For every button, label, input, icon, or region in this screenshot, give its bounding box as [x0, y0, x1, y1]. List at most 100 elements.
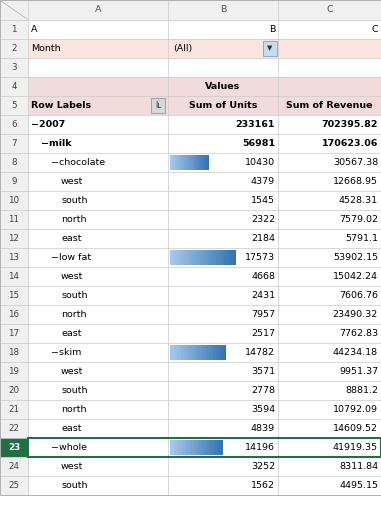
- Bar: [199, 440, 201, 455]
- Bar: [151, 98, 165, 113]
- Bar: [28, 286, 168, 305]
- Text: 17573: 17573: [245, 253, 275, 262]
- Bar: [224, 345, 226, 360]
- Bar: [215, 440, 217, 455]
- Bar: [171, 440, 173, 455]
- Text: 10: 10: [8, 196, 19, 205]
- Bar: [204, 155, 205, 170]
- Bar: [219, 250, 221, 265]
- Text: 23490.32: 23490.32: [333, 310, 378, 319]
- Bar: [0, 115, 28, 134]
- Text: 15: 15: [8, 291, 19, 300]
- Bar: [168, 39, 278, 58]
- Bar: [278, 210, 381, 229]
- Bar: [203, 250, 205, 265]
- Bar: [195, 155, 197, 170]
- Bar: [174, 155, 175, 170]
- Text: −milk: −milk: [41, 139, 72, 148]
- Bar: [28, 400, 168, 419]
- Bar: [0, 210, 28, 229]
- Text: 14: 14: [8, 272, 19, 281]
- Bar: [0, 191, 28, 210]
- Bar: [206, 440, 207, 455]
- Bar: [278, 153, 381, 172]
- Text: 3594: 3594: [251, 405, 275, 414]
- Bar: [170, 345, 171, 360]
- Bar: [173, 440, 174, 455]
- Text: 4: 4: [11, 82, 17, 91]
- Text: 8311.84: 8311.84: [339, 462, 378, 471]
- Bar: [231, 250, 233, 265]
- Bar: [174, 440, 175, 455]
- Bar: [278, 115, 381, 134]
- Bar: [170, 155, 171, 170]
- Bar: [278, 400, 381, 419]
- Bar: [0, 58, 28, 77]
- Text: −chocolate: −chocolate: [51, 158, 105, 167]
- Bar: [168, 20, 278, 39]
- Bar: [168, 134, 278, 153]
- Text: south: south: [61, 481, 88, 490]
- Bar: [202, 155, 203, 170]
- Text: 2322: 2322: [251, 215, 275, 224]
- Bar: [223, 250, 224, 265]
- Text: 1: 1: [11, 25, 17, 34]
- Bar: [205, 440, 206, 455]
- Bar: [28, 229, 168, 248]
- Text: Sum of Units: Sum of Units: [189, 101, 257, 110]
- Text: 9951.37: 9951.37: [339, 367, 378, 376]
- Bar: [208, 345, 209, 360]
- Bar: [218, 440, 219, 455]
- Bar: [178, 250, 180, 265]
- Bar: [216, 250, 218, 265]
- Bar: [182, 345, 184, 360]
- Bar: [190, 250, 191, 265]
- Bar: [28, 362, 168, 381]
- Text: 1545: 1545: [251, 196, 275, 205]
- Bar: [196, 250, 198, 265]
- Text: 8: 8: [11, 158, 17, 167]
- Text: 12668.95: 12668.95: [333, 177, 378, 186]
- Text: 6: 6: [11, 120, 17, 129]
- Bar: [0, 476, 28, 495]
- Text: 41919.35: 41919.35: [333, 443, 378, 452]
- Text: C: C: [326, 6, 333, 14]
- Text: 30567.38: 30567.38: [333, 158, 378, 167]
- Bar: [211, 250, 213, 265]
- Text: 7579.02: 7579.02: [339, 215, 378, 224]
- Bar: [168, 476, 278, 495]
- Bar: [205, 250, 206, 265]
- Bar: [184, 345, 185, 360]
- Bar: [194, 155, 195, 170]
- Text: 4495.15: 4495.15: [339, 481, 378, 490]
- Text: −skim: −skim: [51, 348, 82, 357]
- Bar: [200, 345, 202, 360]
- Bar: [0, 362, 28, 381]
- Bar: [28, 77, 168, 96]
- Bar: [203, 345, 205, 360]
- Bar: [28, 96, 168, 115]
- Bar: [278, 134, 381, 153]
- Bar: [207, 440, 209, 455]
- Bar: [168, 153, 278, 172]
- Bar: [215, 345, 216, 360]
- Bar: [200, 155, 201, 170]
- Bar: [202, 440, 203, 455]
- Bar: [176, 345, 177, 360]
- Text: 14609.52: 14609.52: [333, 424, 378, 433]
- Text: 4839: 4839: [251, 424, 275, 433]
- Text: west: west: [61, 272, 83, 281]
- Bar: [221, 250, 223, 265]
- Bar: [201, 250, 203, 265]
- Bar: [28, 476, 168, 495]
- Bar: [187, 155, 189, 170]
- Bar: [278, 457, 381, 476]
- Bar: [205, 345, 206, 360]
- Bar: [189, 440, 190, 455]
- Text: 2431: 2431: [251, 291, 275, 300]
- Bar: [221, 345, 223, 360]
- Bar: [278, 362, 381, 381]
- Bar: [0, 381, 28, 400]
- Bar: [278, 419, 381, 438]
- Bar: [188, 345, 189, 360]
